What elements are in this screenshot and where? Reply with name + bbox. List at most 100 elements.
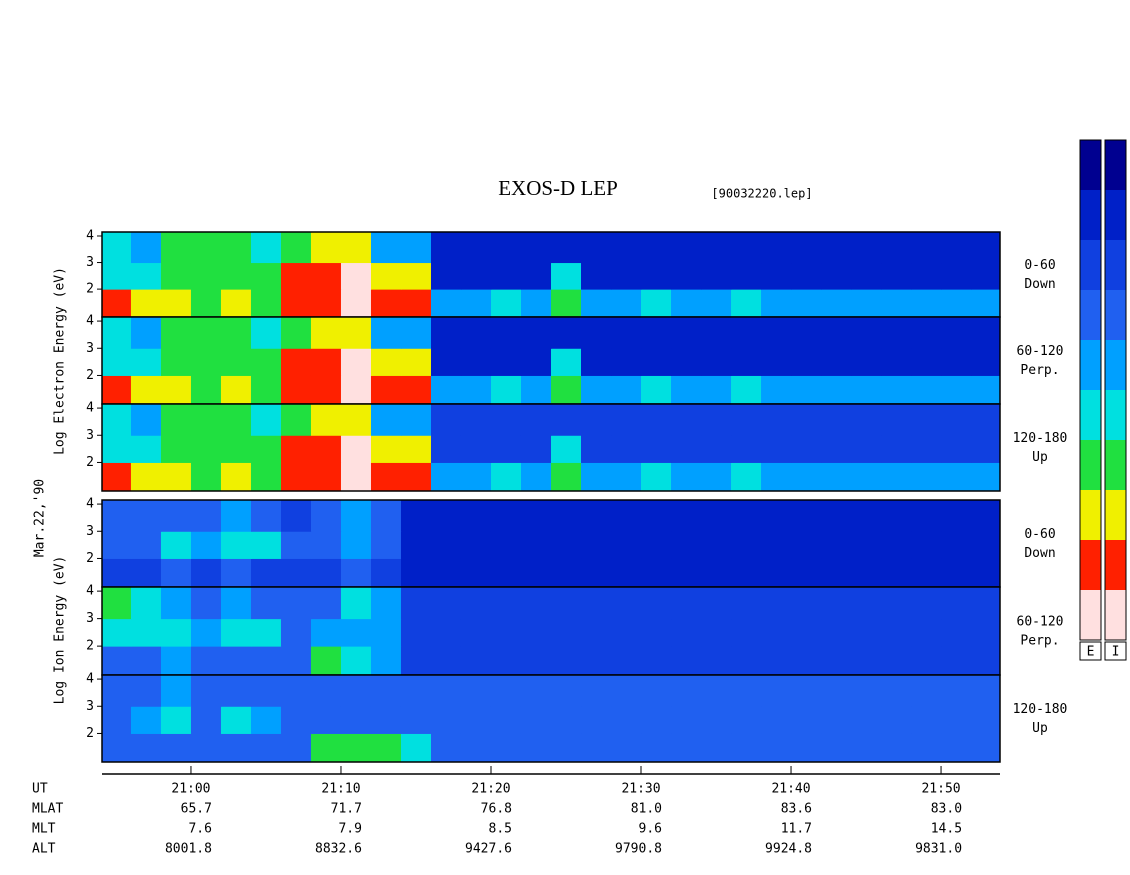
footer-label: MLAT	[32, 802, 63, 817]
spectrogram-cell	[881, 317, 912, 349]
group-label: Log Ion Energy (eV)	[53, 556, 68, 705]
spectrogram-cell	[490, 262, 522, 290]
spectrogram-cell	[641, 646, 672, 676]
spectrogram-cell	[520, 262, 552, 290]
spectrogram-cell	[520, 675, 552, 707]
spectrogram-cell	[460, 232, 492, 264]
spectrogram-cell	[581, 232, 612, 264]
spectrogram-cell	[310, 646, 342, 676]
spectrogram-cell	[190, 675, 222, 707]
spectrogram-cell	[881, 404, 912, 436]
spectrogram-cell	[701, 706, 732, 734]
spectrogram-cell	[971, 531, 1001, 559]
spectrogram-cell	[851, 646, 882, 676]
colorbar-swatch	[1080, 490, 1101, 541]
spectrogram-cell	[102, 435, 132, 463]
spectrogram-cell	[851, 500, 882, 532]
spectrogram-cell	[731, 587, 762, 620]
spectrogram-cell	[551, 500, 582, 532]
spectrogram-cell	[400, 348, 432, 376]
spectrogram-cell	[370, 435, 402, 463]
spectrogram-cell	[190, 404, 222, 436]
spectrogram-cell	[370, 232, 402, 264]
spectrogram-cell	[611, 646, 642, 676]
spectrogram-cell	[911, 531, 942, 559]
spectrogram-cell	[400, 500, 432, 532]
spectrogram-cell	[250, 262, 282, 290]
spectrogram-cell	[520, 618, 552, 647]
spectrogram-cell	[551, 531, 582, 559]
spectrogram-cell	[941, 262, 972, 290]
spectrogram-cell	[821, 558, 852, 588]
spectrogram-cell	[671, 289, 702, 318]
spectrogram-cell	[851, 618, 882, 647]
spectrogram-cell	[310, 289, 342, 318]
spectrogram-cell	[520, 646, 552, 676]
spectrogram-cell	[911, 675, 942, 707]
spectrogram-cell	[190, 558, 222, 588]
spectrogram-cell	[911, 618, 942, 647]
spectrogram-cell	[340, 348, 372, 376]
spectrogram-cell	[911, 558, 942, 588]
spectrogram-cell	[190, 348, 222, 376]
spectrogram-cell	[220, 587, 252, 620]
spectrogram-cell	[851, 733, 882, 763]
spectrogram-cell	[641, 348, 672, 376]
spectrogram-cell	[731, 618, 762, 647]
spectrogram-cell	[881, 706, 912, 734]
spectrogram-cell	[430, 675, 462, 707]
spectrogram-cell	[460, 646, 492, 676]
spectrogram-cell	[190, 435, 222, 463]
spectrogram-cell	[520, 348, 552, 376]
spectrogram-cell	[611, 706, 642, 734]
spectrogram-cell	[310, 500, 342, 532]
spectrogram-cell	[851, 404, 882, 436]
spectrogram-cell	[250, 375, 282, 405]
spectrogram-cell	[791, 348, 822, 376]
spectrogram-cell	[130, 706, 162, 734]
spectrogram-cell	[250, 500, 282, 532]
spectrogram-cell	[581, 462, 612, 492]
spectrogram-cell	[102, 289, 132, 318]
spectrogram-cell	[761, 531, 792, 559]
spectrogram-cell	[280, 404, 312, 436]
colorbar-swatch	[1105, 290, 1126, 341]
spectrogram-cell	[160, 404, 192, 436]
spectrogram-cell	[280, 317, 312, 349]
spectrogram-cell	[761, 733, 792, 763]
spectrogram-cell	[400, 289, 432, 318]
spectrogram-cell	[611, 675, 642, 707]
y-tick-label: 3	[86, 699, 94, 714]
spectrogram-cell	[671, 587, 702, 620]
spectrogram-cell	[881, 289, 912, 318]
spectrogram-cell	[250, 462, 282, 492]
spectrogram-cell	[280, 706, 312, 734]
spectrogram-cell	[791, 558, 822, 588]
spectrogram-cell	[220, 289, 252, 318]
spectrogram-cell	[190, 706, 222, 734]
colorbar-swatch	[1105, 390, 1126, 441]
spectrogram-cell	[220, 675, 252, 707]
spectrogram-cell	[941, 348, 972, 376]
spectrogram-cell	[400, 733, 432, 763]
spectrogram-cell	[190, 317, 222, 349]
spectrogram-cell	[160, 618, 192, 647]
spectrogram-cell	[370, 531, 402, 559]
footer-value: 9.6	[639, 822, 662, 837]
spectrogram-cell	[671, 675, 702, 707]
spectrogram-cell	[941, 733, 972, 763]
footer-value: 81.0	[631, 802, 662, 817]
spectrogram-cell	[791, 531, 822, 559]
spectrogram-cell	[430, 404, 462, 436]
spectrogram-cell	[551, 618, 582, 647]
colorbar-swatch	[1105, 590, 1126, 641]
spectrogram-cell	[130, 262, 162, 290]
spectrogram-cell	[761, 404, 792, 436]
spectrogram-cell	[370, 462, 402, 492]
spectrogram-cell	[551, 646, 582, 676]
spectrogram-cell	[130, 348, 162, 376]
spectrogram-cell	[280, 675, 312, 707]
spectrogram-cell	[641, 733, 672, 763]
spectrogram-cell	[761, 558, 792, 588]
y-tick-label: 3	[86, 524, 94, 539]
